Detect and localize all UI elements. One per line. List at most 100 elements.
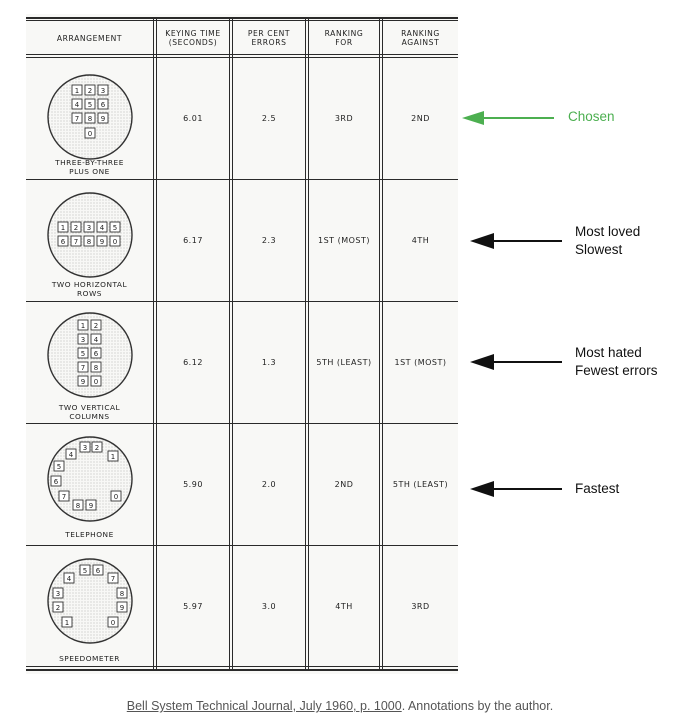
svg-text:0: 0 bbox=[94, 378, 98, 386]
header-keying-time: KEYING TIME (SECONDS) bbox=[165, 29, 221, 47]
svg-text:0: 0 bbox=[113, 238, 117, 246]
svg-text:1: 1 bbox=[81, 322, 85, 330]
errors-cell: 1.3 bbox=[261, 358, 277, 367]
table-top-border-inner bbox=[26, 20, 458, 21]
svg-text:2: 2 bbox=[56, 604, 60, 612]
column-divider bbox=[382, 18, 383, 670]
svg-text:3: 3 bbox=[83, 444, 87, 452]
column-divider bbox=[153, 18, 154, 670]
ranking-for-cell: 5TH (LEAST) bbox=[316, 358, 372, 367]
errors-cell: 2.5 bbox=[261, 114, 277, 123]
svg-text:6: 6 bbox=[61, 238, 66, 246]
svg-text:9: 9 bbox=[101, 115, 105, 123]
header-ranking-for: RANKING FOR bbox=[324, 29, 364, 47]
svg-text:9: 9 bbox=[81, 378, 85, 386]
svg-text:7: 7 bbox=[81, 364, 85, 372]
svg-text:9: 9 bbox=[89, 502, 93, 510]
column-divider bbox=[232, 18, 233, 670]
green-left-arrow-icon bbox=[462, 111, 554, 125]
column-divider bbox=[229, 18, 230, 670]
svg-text:8: 8 bbox=[76, 502, 80, 510]
telephone-keypad-diagram: 1 2 3 4 5 6 7 8 9 0 bbox=[47, 436, 133, 522]
figure-caption: Bell System Technical Journal, July 1960… bbox=[0, 699, 680, 713]
errors-cell: 2.0 bbox=[261, 480, 277, 489]
svg-text:1: 1 bbox=[111, 453, 115, 461]
svg-text:7: 7 bbox=[111, 575, 115, 583]
svg-text:1: 1 bbox=[61, 224, 65, 232]
annotation-chosen: Chosen bbox=[568, 109, 615, 124]
svg-text:9: 9 bbox=[100, 238, 104, 246]
svg-text:4: 4 bbox=[69, 451, 74, 459]
column-divider bbox=[156, 18, 157, 670]
svg-text:6: 6 bbox=[54, 478, 59, 486]
svg-text:2: 2 bbox=[94, 322, 98, 330]
svg-text:5: 5 bbox=[83, 567, 87, 575]
keying-time-cell: 5.90 bbox=[183, 480, 203, 489]
ranking-against-cell: 3RD bbox=[411, 601, 430, 611]
arrangement-label: TWO HORIZONTAL ROWS bbox=[51, 280, 128, 298]
arrangement-label: SPEEDOMETER bbox=[59, 654, 120, 663]
svg-text:4: 4 bbox=[75, 101, 80, 109]
arrangement-label: TWO VERTICAL COLUMNS bbox=[58, 403, 121, 421]
ranking-against-cell: 5TH (LEAST) bbox=[392, 480, 449, 489]
source-link[interactable]: Bell System Technical Journal, July 1960… bbox=[126, 699, 402, 713]
row-divider bbox=[26, 423, 458, 424]
ranking-for-cell: 3RD bbox=[334, 114, 354, 123]
ranking-against-cell: 2ND bbox=[411, 114, 430, 123]
table-bottom-border-inner bbox=[26, 669, 458, 671]
row-divider bbox=[26, 179, 458, 180]
svg-text:0: 0 bbox=[114, 493, 118, 501]
svg-text:4: 4 bbox=[94, 336, 99, 344]
errors-cell: 3.0 bbox=[261, 601, 277, 611]
svg-text:8: 8 bbox=[88, 115, 92, 123]
svg-text:1: 1 bbox=[75, 87, 79, 95]
row-divider bbox=[26, 301, 458, 302]
svg-text:4: 4 bbox=[100, 224, 105, 232]
svg-text:2: 2 bbox=[74, 224, 78, 232]
column-divider bbox=[305, 18, 306, 670]
svg-text:3: 3 bbox=[87, 224, 91, 232]
svg-text:1: 1 bbox=[65, 619, 69, 627]
annotation-fastest: Fastest bbox=[575, 481, 620, 496]
svg-text:5: 5 bbox=[81, 350, 85, 358]
keying-time-cell: 6.12 bbox=[183, 358, 203, 367]
ranking-for-cell: 4TH bbox=[335, 601, 353, 611]
svg-text:6: 6 bbox=[101, 101, 106, 109]
keying-time-cell: 5.97 bbox=[183, 601, 203, 611]
table-bottom-border bbox=[26, 666, 458, 667]
svg-text:3: 3 bbox=[101, 87, 105, 95]
column-divider bbox=[308, 18, 309, 670]
svg-text:3: 3 bbox=[56, 590, 60, 598]
svg-text:5: 5 bbox=[57, 463, 61, 471]
svg-text:8: 8 bbox=[87, 238, 91, 246]
scanned-table: ARRANGEMENT KEYING TIME (SECONDS) PER CE… bbox=[26, 14, 458, 674]
svg-text:0: 0 bbox=[111, 619, 115, 627]
black-left-arrow-icon bbox=[470, 354, 562, 370]
two-vertical-columns-keypad-diagram: 1 2 3 4 5 6 7 8 9 0 bbox=[47, 312, 133, 398]
svg-text:0: 0 bbox=[88, 130, 92, 138]
keying-time-cell: 6.17 bbox=[183, 236, 203, 245]
keying-time-cell: 6.01 bbox=[183, 114, 203, 123]
svg-text:8: 8 bbox=[120, 590, 124, 598]
arrangement-label: THREE-BY-THREE PLUS ONE bbox=[55, 158, 124, 176]
svg-text:5: 5 bbox=[113, 224, 117, 232]
svg-text:3: 3 bbox=[81, 336, 85, 344]
three-by-three-keypad-diagram: 1 2 3 4 5 6 7 8 9 0 bbox=[47, 74, 133, 160]
svg-text:6: 6 bbox=[96, 567, 101, 575]
speedometer-keypad-diagram: 1 2 3 4 5 6 7 8 9 0 bbox=[47, 558, 133, 644]
black-left-arrow-icon bbox=[470, 233, 562, 249]
row-divider bbox=[26, 545, 458, 546]
header-errors: PER CENT ERRORS bbox=[247, 29, 291, 47]
svg-text:7: 7 bbox=[62, 493, 66, 501]
arrangement-label: TELEPHONE bbox=[65, 530, 114, 539]
errors-cell: 2.3 bbox=[261, 236, 277, 245]
svg-text:7: 7 bbox=[75, 115, 79, 123]
svg-text:2: 2 bbox=[95, 444, 99, 452]
svg-text:7: 7 bbox=[74, 238, 78, 246]
svg-text:8: 8 bbox=[94, 364, 98, 372]
two-horizontal-rows-keypad-diagram: 1 2 3 4 5 6 7 8 9 0 bbox=[47, 192, 133, 278]
annotation-most-loved-slowest: Most loved Slowest bbox=[575, 224, 641, 257]
header-divider bbox=[26, 54, 458, 55]
svg-text:4: 4 bbox=[67, 575, 72, 583]
svg-text:2: 2 bbox=[88, 87, 92, 95]
